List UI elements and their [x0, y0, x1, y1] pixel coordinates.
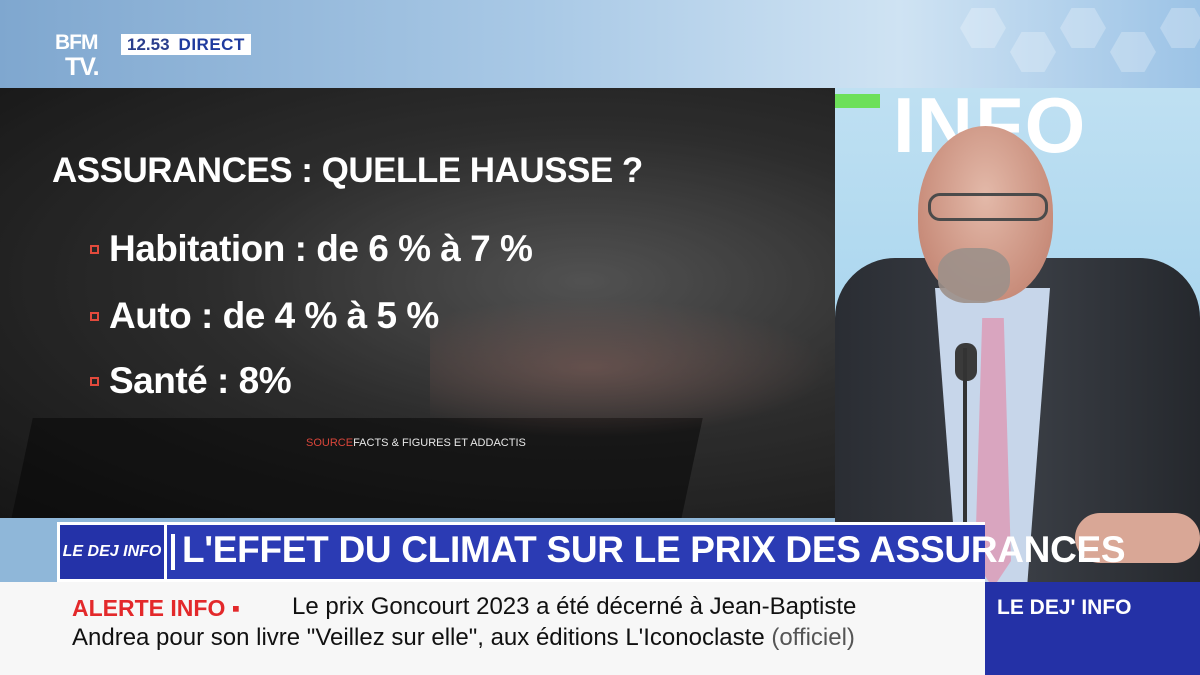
hand-photo-shape [430, 298, 830, 438]
list-item: Habitation : de 6 % à 7 % [90, 228, 533, 270]
list-item: Santé : 8% [90, 360, 292, 402]
ticker-line-2: Andrea pour son livre "Veillez sur elle"… [72, 624, 855, 652]
graphic-title: ASSURANCES : QUELLE HAUSSE ? [52, 151, 643, 190]
hexagon-decoration [1060, 8, 1106, 48]
logo-top-text: BFM [55, 31, 98, 54]
live-label: DIRECT [178, 34, 245, 54]
news-ticker: ALERTE INFO ▪ Le prix Goncourt 2023 a ét… [0, 582, 985, 675]
ticker-line-1: Le prix Goncourt 2023 a été décerné à Je… [292, 593, 857, 620]
ticker-line-2-text: Andrea pour son livre "Veillez sur elle"… [72, 624, 765, 651]
list-item-text: Santé : 8% [109, 360, 292, 401]
logo-bottom-text: TV. [65, 53, 100, 81]
square-bullet-icon [90, 244, 99, 254]
show-brand-box: LE DEJ' INFO [985, 582, 1200, 675]
list-item-text: Habitation : de 6 % à 7 % [109, 228, 533, 269]
clock-time: 12.53 [127, 34, 170, 54]
headline-text: L'EFFET DU CLIMAT SUR LE PRIX DES ASSURA… [182, 529, 1126, 570]
microphone-stand [963, 348, 967, 528]
info-graphic-panel: ASSURANCES : QUELLE HAUSSE ? Habitation … [0, 88, 835, 518]
ticker-official-tag: (officiel) [771, 624, 855, 651]
headline-bar [167, 525, 985, 579]
photo-shade [0, 88, 835, 518]
brand-box-label: LE DEJ' INFO [997, 596, 1132, 619]
hexagon-decoration [1110, 32, 1156, 72]
hexagon-decoration [1160, 8, 1200, 48]
list-item-text: Auto : de 4 % à 5 % [109, 295, 439, 336]
topic-banner: LE DEJ INFO L'EFFET DU CLIMAT SUR LE PRI… [57, 522, 1126, 582]
presenter-hands [1075, 513, 1200, 563]
source-value: FACTS & FIGURES ET ADDACTIS [353, 437, 526, 449]
glasses-icon [928, 193, 1048, 221]
time-live-badge: 12.53 DIRECT [121, 34, 251, 55]
square-bullet-icon [90, 376, 99, 386]
channel-logo: BFM TV. [55, 32, 115, 84]
green-accent-bar [835, 94, 880, 108]
source-credit: SOURCEFACTS & FIGURES ET ADDACTIS [306, 437, 526, 449]
square-bullet-icon [90, 311, 99, 321]
hexagon-decoration [1010, 32, 1056, 72]
alert-label: ALERTE INFO ▪ [72, 595, 240, 621]
presenter-beard [938, 248, 1010, 303]
source-label: SOURCE [306, 437, 354, 449]
headline-separator [171, 534, 175, 570]
presenter-video: INFO [835, 88, 1200, 583]
list-item: Auto : de 4 % à 5 % [90, 295, 439, 337]
show-logo: LE DEJ INFO [60, 525, 164, 579]
hexagon-decoration [960, 8, 1006, 48]
